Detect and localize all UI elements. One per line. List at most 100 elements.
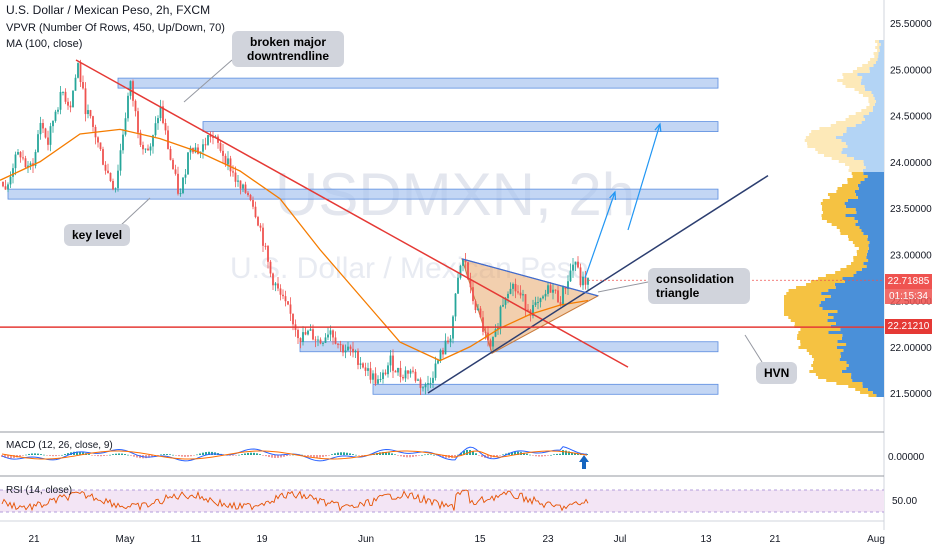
macd-histogram-bar — [571, 452, 573, 455]
rsi-line — [1, 489, 589, 512]
callout-hvn[interactable]: HVN — [756, 362, 798, 384]
candle-body — [179, 193, 182, 195]
vp-bar-up — [847, 145, 884, 148]
macd-histogram-bar — [82, 452, 84, 455]
macd-histogram-bar — [280, 455, 282, 458]
vp-bar-up — [867, 238, 884, 241]
vp-bar-down — [800, 340, 838, 343]
x-tick-label: Aug — [867, 534, 885, 545]
vp-bar-down — [819, 127, 847, 130]
callout-connector — [744, 334, 763, 363]
macd-histogram-bar — [403, 455, 405, 457]
macd-histogram-bar — [268, 455, 270, 458]
vp-bar-up — [845, 142, 884, 145]
vp-bar-up — [864, 118, 884, 121]
macd-histogram-bar — [580, 454, 582, 455]
vpvr-indicator-label[interactable]: VPVR (Number Of Rows, 450, Up/Down, 70) — [6, 22, 225, 34]
vp-bar-up — [828, 289, 884, 292]
vp-bar-up — [840, 328, 884, 331]
vp-bar-up — [858, 187, 884, 190]
candle-body — [474, 301, 477, 311]
vp-bar-up — [875, 61, 884, 64]
callout-consolidation-triangle[interactable]: consolidation triangle — [648, 268, 750, 304]
callout-broken-downtrendline[interactable]: broken major downtrendline — [232, 31, 344, 67]
macd-histogram-bar — [358, 455, 360, 456]
vp-bar-down — [854, 88, 865, 91]
macd-histogram-bar — [553, 454, 555, 455]
vp-bar-up — [835, 136, 884, 139]
macd-histogram-bar — [325, 455, 327, 457]
candle-body — [357, 350, 359, 365]
candle-body — [107, 170, 109, 173]
vp-bar-down — [877, 43, 881, 46]
vp-bar-up — [820, 301, 884, 304]
vp-bar-down — [853, 259, 869, 262]
candle-body — [219, 142, 222, 151]
ma-indicator-label[interactable]: MA (100, close) — [6, 38, 83, 50]
vp-bar-up — [869, 67, 884, 70]
vp-bar-down — [818, 277, 843, 280]
vp-bar-up — [874, 97, 884, 100]
vp-bar-down — [845, 118, 865, 121]
vp-bar-down — [851, 172, 864, 175]
candle-body — [14, 154, 17, 169]
candle-body — [327, 334, 329, 338]
vp-bar-down — [797, 337, 842, 340]
candle-body — [387, 365, 389, 375]
vp-bar-down — [830, 124, 856, 127]
vp-bar-up — [869, 70, 884, 73]
candle-body — [137, 111, 139, 133]
candle-body — [482, 317, 484, 332]
vp-bar-down — [843, 76, 863, 79]
vp-bar-down — [790, 319, 828, 322]
candle-body — [332, 330, 334, 338]
vp-bar-up — [879, 49, 884, 52]
vp-bar-up — [868, 259, 884, 262]
vp-bar-down — [817, 151, 842, 154]
macd-histogram-bar — [394, 454, 396, 455]
macd-label[interactable]: MACD (12, 26, close, 9) — [6, 440, 113, 451]
vp-bar-up — [878, 40, 884, 43]
vp-bar-down — [856, 250, 868, 253]
vp-bar-down — [811, 355, 841, 358]
candle-body — [84, 88, 87, 115]
macd-histogram-bar — [586, 453, 588, 455]
candle-body — [184, 174, 187, 178]
macd-histogram-bar — [511, 452, 513, 455]
macd-histogram-bar — [490, 455, 492, 458]
vp-bar-up — [856, 271, 884, 274]
vp-bar-down — [868, 394, 877, 397]
macd-histogram-bar — [160, 454, 162, 456]
macd-histogram-bar — [67, 453, 69, 455]
candle-body — [2, 181, 4, 187]
callout-key-level[interactable]: key level — [64, 224, 131, 246]
macd-histogram-bar — [292, 454, 294, 456]
y-tick-label: 25.50000 — [890, 19, 932, 30]
candle-body — [489, 340, 492, 347]
candle-body — [279, 288, 282, 295]
candle-body — [92, 116, 94, 127]
macd-histogram-bar — [541, 455, 543, 457]
vp-bar-down — [821, 214, 846, 217]
rsi-label[interactable]: RSI (14, close) — [6, 485, 73, 496]
candle-body — [492, 336, 494, 347]
candle-body — [494, 329, 497, 337]
vp-bar-down — [847, 181, 861, 184]
vp-bar-down — [784, 298, 825, 301]
macd-histogram-bar — [10, 455, 12, 459]
candle-body — [147, 148, 149, 151]
vp-bar-up — [874, 103, 884, 106]
y-tick-label: 24.00000 — [890, 158, 932, 169]
callout-connector — [183, 59, 233, 103]
vp-bar-down — [855, 112, 869, 115]
candle-body — [289, 304, 292, 314]
candle-body — [4, 186, 7, 190]
candle-body — [7, 184, 9, 190]
vp-bar-up — [866, 253, 884, 256]
macd-histogram-bar — [385, 452, 387, 455]
macd-histogram-bar — [313, 455, 315, 458]
candle-body — [512, 283, 514, 289]
candle-body — [102, 149, 104, 165]
vp-bar-up — [866, 265, 884, 268]
